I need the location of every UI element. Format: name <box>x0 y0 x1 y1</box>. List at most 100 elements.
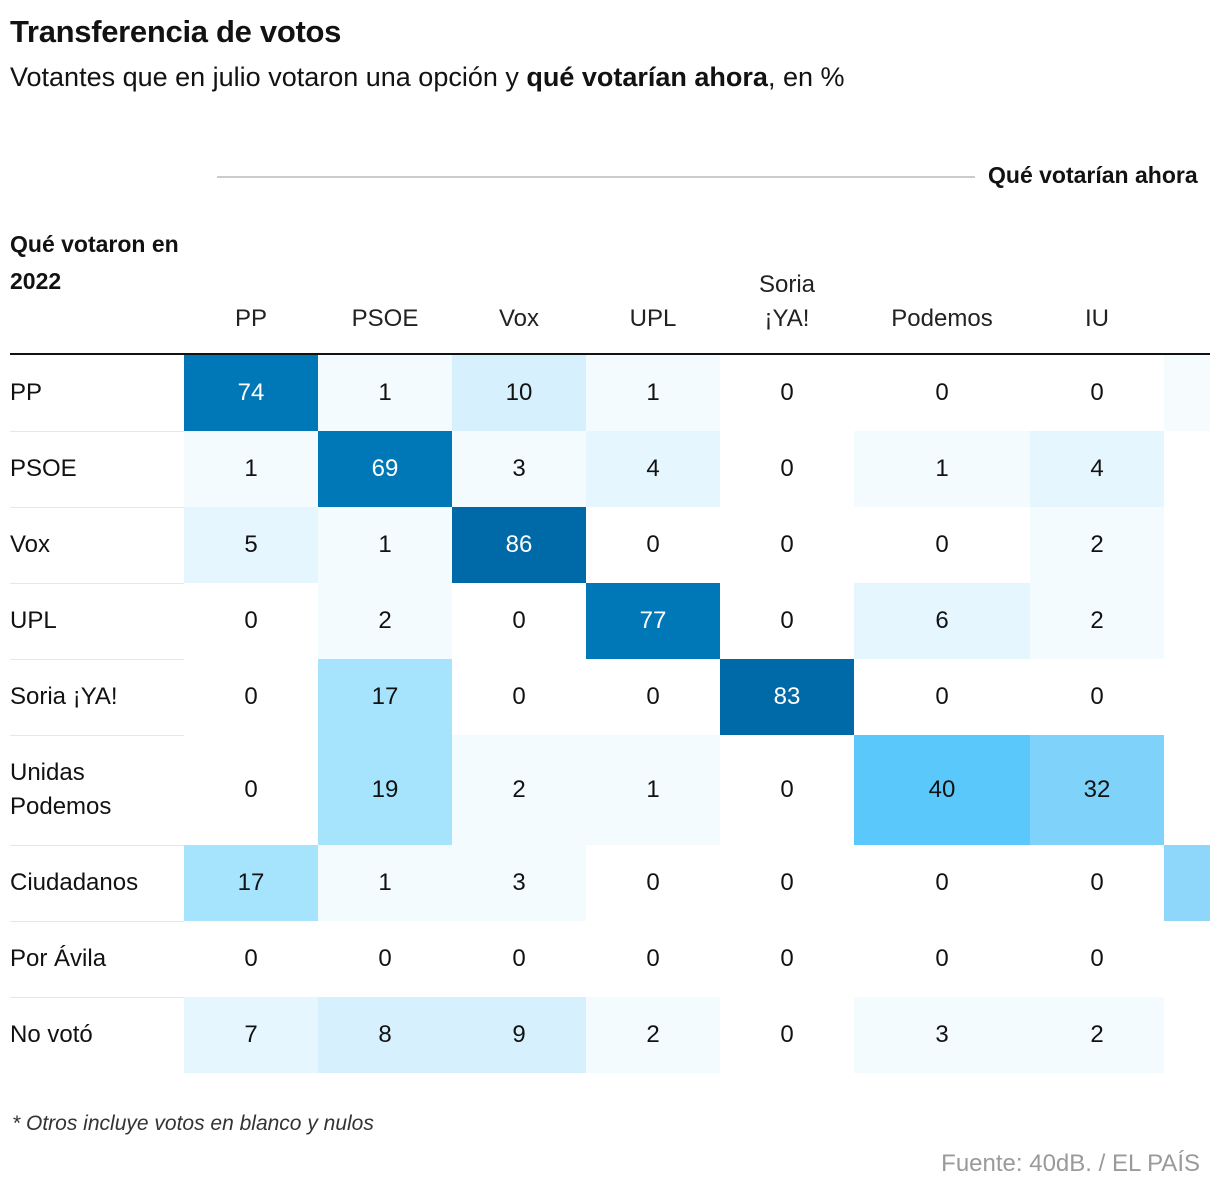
heatmap-cell: 4 <box>1030 431 1164 507</box>
heatmap-cell: 8 <box>318 997 452 1073</box>
heatmap-cell: 9 <box>452 997 586 1073</box>
heatmap-cell: 1 <box>586 355 720 431</box>
heatmap-cell: 0 <box>1030 355 1164 431</box>
heatmap-cell: 6 <box>854 583 1030 659</box>
heatmap-cell: 0 <box>318 921 452 997</box>
heatmap-cell: 2 <box>452 735 586 845</box>
heatmap-cell: 0 <box>1030 659 1164 735</box>
heatmap-cell: 0 <box>854 659 1030 735</box>
row-label: Soria ¡YA! <box>10 683 118 710</box>
heatmap-cell: 0 <box>720 431 854 507</box>
heatmap-cell: 4 <box>586 431 720 507</box>
heatmap-cell: 0 <box>586 507 720 583</box>
heatmap-cell: 0 <box>720 845 854 921</box>
heatmap-cell: 2 <box>318 583 452 659</box>
heatmap-cell: 0 <box>720 997 854 1073</box>
header-rule <box>10 353 1210 355</box>
footnote: * Otros incluye votos en blanco y nulos <box>12 1112 374 1135</box>
row-label: Por Ávila <box>10 945 107 972</box>
heatmap-cell: 0 <box>184 735 318 845</box>
heatmap-cell: 0 <box>452 659 586 735</box>
row-label: UPL <box>10 607 57 634</box>
heatmap-cell: 69 <box>318 431 452 507</box>
partial-column-cell <box>1164 921 1210 997</box>
row-label: Vox <box>10 531 51 558</box>
heatmap-cell: 77 <box>586 583 720 659</box>
column-group-rule <box>217 176 975 178</box>
column-header: IU <box>1085 305 1109 332</box>
heatmap-cell: 7 <box>184 997 318 1073</box>
row-label: Unidas Podemos <box>10 759 112 820</box>
heatmap-cell: 1 <box>184 431 318 507</box>
heatmap-cell: 0 <box>720 507 854 583</box>
heatmap-cell: 1 <box>586 735 720 845</box>
heatmap-cell: 2 <box>1030 583 1164 659</box>
heatmap-cell: 1 <box>318 355 452 431</box>
heatmap-cell: 3 <box>452 431 586 507</box>
partial-column-cell <box>1164 507 1210 583</box>
column-header: UPL <box>629 305 677 332</box>
column-header: PSOE <box>351 305 419 332</box>
heatmap-cell: 0 <box>184 583 318 659</box>
heatmap-cell: 0 <box>452 921 586 997</box>
heatmap-cell: 0 <box>184 659 318 735</box>
row-label: PSOE <box>10 455 77 482</box>
heatmap-cell: 0 <box>1030 845 1164 921</box>
heatmap-cell: 19 <box>318 735 452 845</box>
partial-column-cell <box>1164 583 1210 659</box>
heatmap-cell: 0 <box>720 355 854 431</box>
column-group-label: Qué votarían ahora <box>988 162 1198 188</box>
heatmap-cell: 3 <box>452 845 586 921</box>
heatmap-cell: 74 <box>184 355 318 431</box>
heatmap-cell: 1 <box>854 431 1030 507</box>
heatmap-cell: 0 <box>720 583 854 659</box>
heatmap-cell: 0 <box>586 659 720 735</box>
column-header: PP <box>234 305 267 332</box>
partial-column-cell <box>1164 431 1210 507</box>
heatmap-cell: 10 <box>452 355 586 431</box>
heatmap-cell: 86 <box>452 507 586 583</box>
heatmap-cell: 32 <box>1030 735 1164 845</box>
partial-column-cell <box>1164 845 1210 921</box>
row-label: Ciudadanos <box>10 869 139 896</box>
partial-column-cell <box>1164 735 1210 845</box>
heatmap-cell: 0 <box>854 355 1030 431</box>
heatmap-cell: 0 <box>184 921 318 997</box>
heatmap-cell: 0 <box>720 921 854 997</box>
heatmap-cell: 2 <box>1030 507 1164 583</box>
heatmap-cell: 0 <box>1030 921 1164 997</box>
subtitle-unit: , en % <box>767 62 845 92</box>
heatmap-cell: 0 <box>854 921 1030 997</box>
heatmap-cell: 0 <box>854 845 1030 921</box>
column-header: Vox <box>498 305 540 332</box>
heatmap-cell: 0 <box>854 507 1030 583</box>
row-label: PP <box>10 379 43 406</box>
heatmap-cell: 0 <box>586 921 720 997</box>
heatmap-cell: 3 <box>854 997 1030 1073</box>
heatmap-cell: 5 <box>184 507 318 583</box>
source-credit: Fuente: 40dB. / EL PAÍS <box>941 1150 1200 1177</box>
heatmap-cell: 0 <box>720 735 854 845</box>
chart-subtitle: Votantes que en julio votaron una opción… <box>10 62 845 93</box>
subtitle-text: Votantes que en julio votaron una opción… <box>10 62 527 92</box>
heatmap-cell: 17 <box>318 659 452 735</box>
partial-column-cell <box>1164 659 1210 735</box>
partial-column-cell <box>1164 355 1210 431</box>
subtitle-emphasis: qué votarían ahora <box>526 62 768 92</box>
chart-title: Transferencia de votos <box>10 14 342 49</box>
heatmap-cell: 0 <box>586 845 720 921</box>
heatmap-cell: 2 <box>1030 997 1164 1073</box>
column-header: Podemos <box>891 305 993 332</box>
partial-column-cell <box>1164 997 1210 1073</box>
heatmap-cell: 1 <box>318 845 452 921</box>
row-label: No votó <box>10 1021 93 1048</box>
heatmap-cell: 2 <box>586 997 720 1073</box>
column-header: Soria ¡YA! <box>758 271 816 332</box>
row-header-title: Qué votaron en 2022 <box>10 231 179 294</box>
heatmap-cell: 0 <box>452 583 586 659</box>
heatmap-cell: 40 <box>854 735 1030 845</box>
heatmap-cell: 17 <box>184 845 318 921</box>
heatmap-cell: 1 <box>318 507 452 583</box>
heatmap-cell: 83 <box>720 659 854 735</box>
